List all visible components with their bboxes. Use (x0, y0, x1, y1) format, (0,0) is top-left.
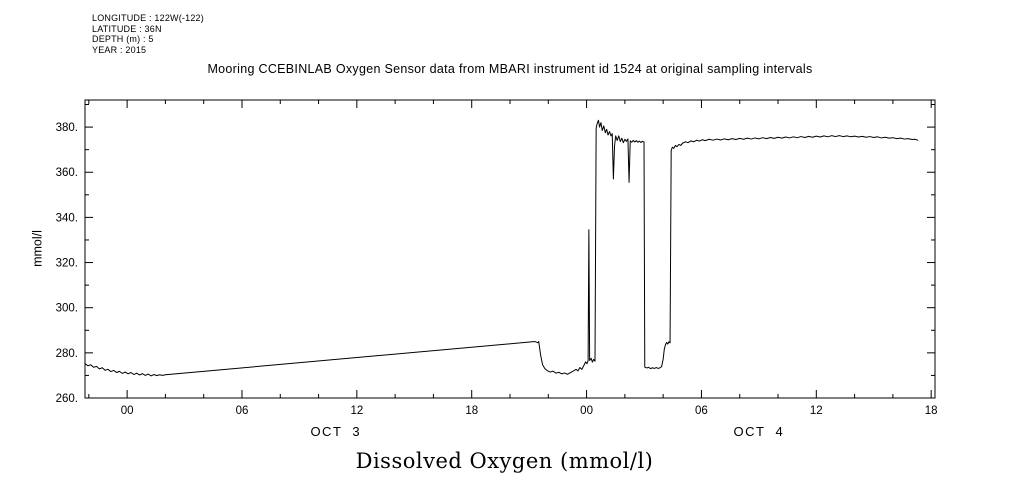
meta-depth: DEPTH (m) : 5 (92, 34, 154, 44)
y-tick-label: 360. (56, 167, 78, 179)
x-tick-label: 12 (810, 405, 823, 417)
oxygen-series-line (84, 119, 919, 377)
x-tick-label: 00 (121, 405, 134, 417)
y-axis-label: mmol/l (30, 230, 45, 267)
plot-frame (84, 99, 936, 399)
x-tick-label: 06 (695, 405, 708, 417)
y-tick-label: 300. (56, 303, 78, 315)
chart-title: Mooring CCEBINLAB Oxygen Sensor data fro… (207, 62, 813, 76)
y-tick-label: 260. (56, 393, 78, 405)
x-date-label: OCT 3 (310, 424, 361, 439)
meta-latitude: LATITUDE : 36N (92, 23, 162, 34)
x-tick-label: 18 (465, 405, 478, 417)
x-tick-label: 06 (236, 405, 249, 417)
y-tick-label: 340. (56, 212, 78, 224)
meta-year: YEAR : 2015 (92, 44, 147, 55)
x-tick-label: 12 (350, 405, 363, 417)
metadata-block: LONGITUDE : 122W(-122) LATITUDE : 36N DE… (92, 13, 204, 55)
meta-longitude: LONGITUDE : 122W(-122) (92, 13, 204, 23)
y-tick-label: 380. (56, 122, 78, 134)
x-date-label: OCT 4 (734, 424, 785, 439)
y-tick-label: 320. (56, 258, 78, 270)
bottom-title: Dissolved Oxygen (mmol/l) (355, 449, 654, 473)
x-tick-label: 18 (925, 405, 938, 417)
y-tick-label: 280. (56, 348, 78, 360)
x-tick-label: 00 (580, 405, 593, 417)
